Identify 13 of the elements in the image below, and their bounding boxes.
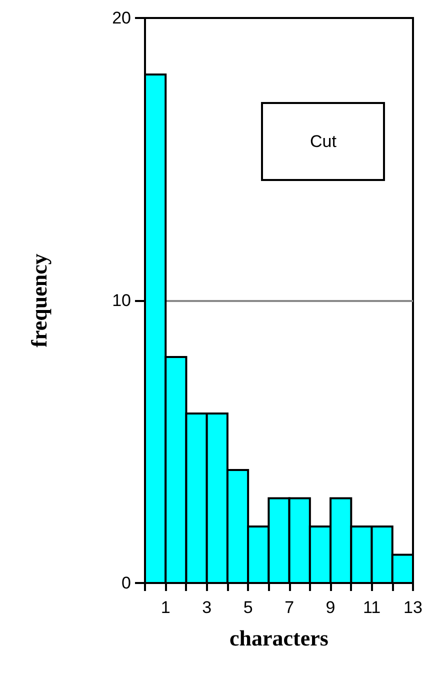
y-axis-title: frequency	[26, 254, 52, 348]
x-axis-title: characters	[230, 626, 329, 650]
x-tick-label: 7	[284, 598, 294, 617]
x-tick-label: 5	[243, 598, 253, 617]
x-tick-label: 1	[160, 598, 170, 617]
x-tick-label: 13	[404, 598, 422, 617]
y-tick-label: 0	[122, 574, 131, 592]
x-tick-label: 11	[362, 598, 381, 617]
y-tick-label: 10	[112, 291, 131, 310]
y-tick-label: 20	[112, 8, 131, 28]
x-tick-label: 9	[326, 598, 336, 617]
annotation: Cut	[310, 132, 337, 151]
x-tick-label: 3	[202, 598, 212, 617]
